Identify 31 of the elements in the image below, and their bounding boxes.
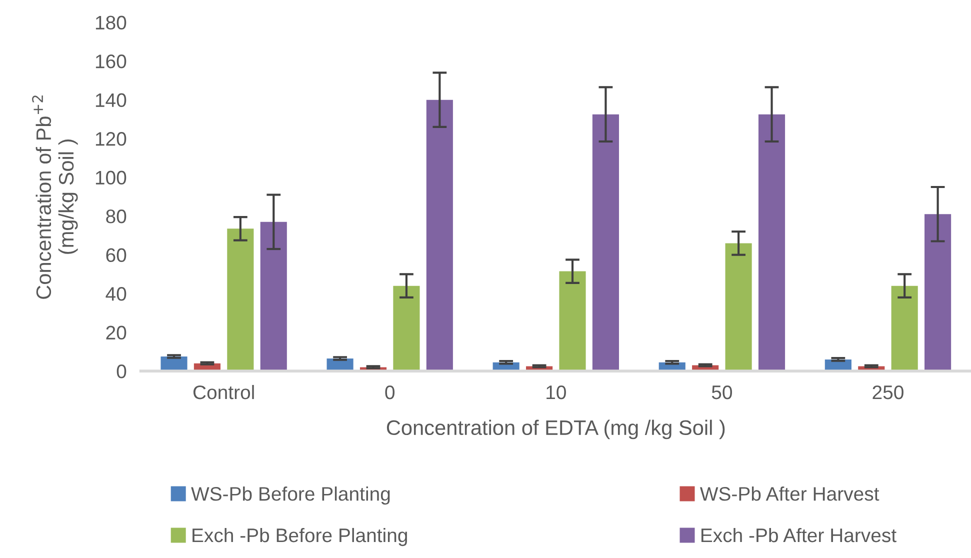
bar: [227, 228, 254, 372]
bar: [924, 214, 952, 372]
y-tick-label: 140: [96, 93, 126, 108]
legend-label: WS-Pb Before Planting: [191, 486, 390, 505]
x-tick-label: Control: [193, 384, 254, 400]
bar: [426, 100, 453, 372]
y-tick-label: 100: [96, 170, 126, 185]
x-axis-title: Concentration of EDTA (mg /kg Soil ): [386, 420, 725, 440]
legend-label: Exch -Pb Before Planting: [192, 528, 407, 546]
y-tick-label: 40: [106, 287, 126, 301]
bar: [725, 243, 752, 372]
y-tick-label: 160: [96, 54, 126, 68]
bar: [393, 286, 420, 372]
y-tick-label: 180: [96, 16, 126, 30]
x-tick-label: 10: [546, 385, 566, 400]
y-tick-label: 0: [116, 364, 126, 378]
x-tick-label: 250: [872, 385, 904, 400]
bar: [559, 271, 586, 372]
x-tick-label: 50: [712, 385, 732, 400]
bar: [758, 114, 786, 372]
y-tick-label: 80: [106, 210, 126, 224]
bar: [891, 286, 918, 372]
legend-label: Exch -Pb After Harvest: [701, 528, 896, 542]
legend-label: WS-Pb After Harvest: [700, 486, 880, 501]
y-tick-label: 60: [106, 248, 126, 262]
bar: [592, 114, 619, 372]
text: Concentration of Pb$^{+2}$ (mg/kg Soil ): [32, 96, 78, 299]
bar: [260, 222, 287, 372]
y-tick-label: 20: [106, 326, 126, 340]
y-tick-label: 120: [96, 132, 126, 146]
x-tick-label: 0: [385, 385, 395, 400]
